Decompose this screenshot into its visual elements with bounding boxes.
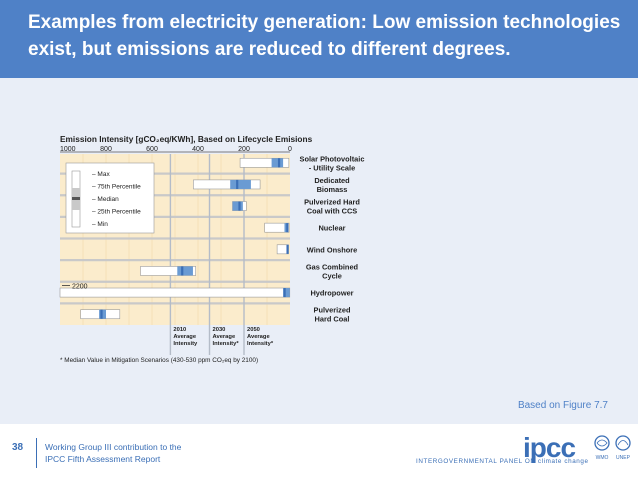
technology-label: Pulverized Hard	[304, 198, 360, 207]
footer-divider	[36, 438, 37, 468]
range-box	[264, 222, 290, 233]
footer-line-2: IPCC Fifth Assessment Report	[45, 454, 161, 464]
slide-title: Examples from electricity generation: Lo…	[28, 12, 621, 60]
technology-label: Nuclear	[318, 224, 345, 233]
median-mark	[181, 266, 184, 276]
scenario-label: Average	[247, 334, 270, 340]
interquartile-box	[283, 288, 290, 298]
wmo-emblem-icon: WMO	[594, 435, 610, 461]
technology-label: Biomass	[317, 185, 348, 194]
range-box	[59, 287, 291, 298]
x-tick-label: 200	[238, 146, 250, 153]
unep-emblem-icon: UNEP	[615, 435, 631, 461]
x-tick-label: 0	[288, 146, 292, 153]
title-banner: Examples from electricity generation: Lo…	[0, 0, 638, 78]
scenario-label: Average	[213, 334, 236, 340]
footer-credit: Working Group III contribution to the IP…	[45, 441, 181, 465]
ipcc-tagline: INTERGOVERNMENTAL PANEL ON climate chang…	[416, 458, 589, 465]
page-number: 38	[12, 442, 24, 453]
break-value-label: 2200	[72, 284, 88, 291]
range-box	[193, 179, 261, 190]
x-tick-label: 400	[192, 146, 204, 153]
scenario-label: Intensity*	[247, 341, 274, 347]
median-mark	[238, 201, 241, 211]
footer-line-1: Working Group III contribution to the	[45, 442, 182, 452]
technology-label: Cycle	[322, 271, 342, 280]
ipcc-logo: ipcc	[523, 432, 576, 463]
legend-entry: – Min	[92, 221, 108, 228]
footer	[0, 424, 638, 478]
median-mark	[286, 244, 289, 254]
un-emblems: WMO UNEP	[594, 435, 631, 461]
legend-box	[65, 162, 155, 234]
unep-label: UNEP	[616, 455, 631, 461]
source-note: Based on Figure 7.7	[517, 400, 608, 411]
range-box	[140, 266, 197, 276]
median-mark	[277, 158, 281, 168]
scenario-year-label: 2010	[173, 327, 186, 333]
scenario-year-label: 2050	[247, 327, 260, 333]
scenario-year-label: 2030	[213, 327, 226, 333]
technology-label: Dedicated	[314, 176, 350, 185]
median-mark	[100, 309, 103, 319]
technology-label: - Utility Scale	[309, 163, 355, 172]
chart-footnote: * Median Value in Mitigation Scenarios (…	[60, 357, 258, 364]
scenario-label: Intensity	[173, 341, 198, 347]
x-tick-label: 600	[146, 146, 158, 153]
x-tick-label: 1000	[60, 146, 76, 153]
technology-label: Gas Combined	[306, 262, 359, 271]
x-tick-label: 800	[100, 146, 112, 153]
technology-label: Hard Coal	[315, 315, 350, 324]
technology-label: Wind Onshore	[307, 245, 357, 254]
scenario-label: Average	[173, 334, 196, 340]
median-mark	[286, 223, 289, 233]
median-mark	[236, 179, 239, 189]
legend-entry: – Median	[92, 196, 119, 203]
median-mark	[283, 288, 286, 298]
interquartile-box	[232, 201, 243, 211]
technology-label: Hydropower	[310, 289, 353, 298]
legend-entry: – 25th Percentile	[92, 209, 141, 216]
chart-title: Emission Intensity [gCO₂eq/KWh], Based o…	[60, 134, 313, 144]
legend-entry: – Max	[92, 171, 110, 178]
scenario-label: Intensity*	[213, 341, 240, 347]
technology-label: Solar Photovoltaic	[300, 154, 365, 163]
interquartile-box	[271, 158, 284, 168]
technology-label: Pulverized	[314, 306, 351, 315]
interquartile-box	[177, 266, 193, 276]
legend-median-icon	[72, 197, 80, 200]
interquartile-box	[230, 179, 251, 189]
range-box	[239, 157, 290, 168]
technology-label: Coal with CCS	[307, 207, 358, 216]
wmo-label: WMO	[596, 455, 609, 461]
legend-entry: – 75th Percentile	[92, 184, 141, 191]
